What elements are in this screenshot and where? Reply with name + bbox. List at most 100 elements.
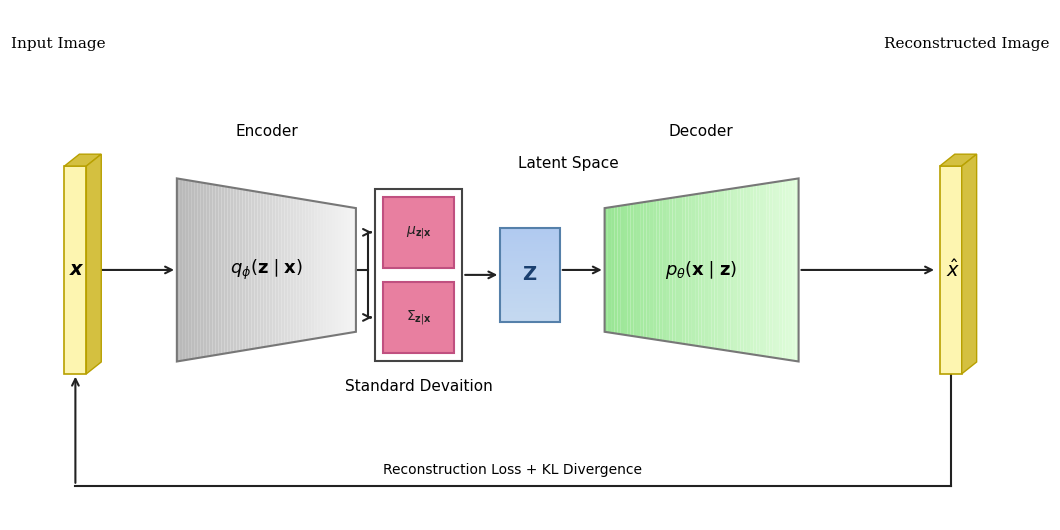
Polygon shape xyxy=(281,196,284,344)
Polygon shape xyxy=(296,198,299,342)
Polygon shape xyxy=(294,198,296,342)
Polygon shape xyxy=(624,205,628,335)
Polygon shape xyxy=(662,199,666,341)
Polygon shape xyxy=(500,249,560,251)
Polygon shape xyxy=(618,206,621,334)
Text: $\boldsymbol{x}$: $\boldsymbol{x}$ xyxy=(70,260,85,279)
Polygon shape xyxy=(628,204,631,335)
Bar xyxy=(500,228,560,322)
Polygon shape xyxy=(500,310,560,313)
Polygon shape xyxy=(714,191,718,349)
Polygon shape xyxy=(500,294,560,296)
Polygon shape xyxy=(86,154,102,374)
Polygon shape xyxy=(225,187,228,354)
Polygon shape xyxy=(332,204,335,335)
Polygon shape xyxy=(195,181,198,358)
Polygon shape xyxy=(785,180,789,360)
Polygon shape xyxy=(754,185,757,355)
Polygon shape xyxy=(604,208,607,332)
Polygon shape xyxy=(730,188,734,351)
Polygon shape xyxy=(611,207,615,333)
Polygon shape xyxy=(615,206,618,334)
Polygon shape xyxy=(666,198,669,342)
Polygon shape xyxy=(500,237,560,240)
Polygon shape xyxy=(656,200,659,340)
Polygon shape xyxy=(210,184,213,356)
Polygon shape xyxy=(323,202,326,337)
Polygon shape xyxy=(299,199,302,341)
Polygon shape xyxy=(500,266,560,268)
Polygon shape xyxy=(261,192,263,348)
Polygon shape xyxy=(686,195,689,344)
Polygon shape xyxy=(724,189,727,350)
Polygon shape xyxy=(326,203,329,337)
Text: Reconstructed Image: Reconstructed Image xyxy=(884,38,1049,51)
Polygon shape xyxy=(335,205,338,335)
Polygon shape xyxy=(500,228,560,230)
Polygon shape xyxy=(757,184,760,356)
Polygon shape xyxy=(766,183,770,357)
Polygon shape xyxy=(500,275,560,277)
Polygon shape xyxy=(500,289,560,292)
Polygon shape xyxy=(500,298,560,301)
Polygon shape xyxy=(631,204,634,336)
Polygon shape xyxy=(353,208,356,332)
Polygon shape xyxy=(500,303,560,305)
Polygon shape xyxy=(500,263,560,266)
Polygon shape xyxy=(186,180,189,360)
Polygon shape xyxy=(338,205,341,335)
Polygon shape xyxy=(290,197,294,343)
Polygon shape xyxy=(500,254,560,256)
Polygon shape xyxy=(789,180,792,360)
Polygon shape xyxy=(347,207,350,333)
Polygon shape xyxy=(702,193,705,347)
Polygon shape xyxy=(236,188,240,351)
Polygon shape xyxy=(500,272,560,275)
Polygon shape xyxy=(500,261,560,263)
Polygon shape xyxy=(643,202,647,338)
Polygon shape xyxy=(65,154,102,166)
Polygon shape xyxy=(263,193,266,347)
Polygon shape xyxy=(254,191,258,349)
Polygon shape xyxy=(500,308,560,310)
Text: $\hat{x}$: $\hat{x}$ xyxy=(946,259,960,281)
Polygon shape xyxy=(233,188,236,352)
Polygon shape xyxy=(500,280,560,282)
Polygon shape xyxy=(251,191,254,349)
Polygon shape xyxy=(940,154,976,166)
Polygon shape xyxy=(763,183,766,357)
Text: $q_{\phi}(\mathbf{z} \mid \mathbf{x})$: $q_{\phi}(\mathbf{z} \mid \mathbf{x})$ xyxy=(230,258,303,282)
Polygon shape xyxy=(500,320,560,322)
Polygon shape xyxy=(500,296,560,298)
Polygon shape xyxy=(500,256,560,259)
Polygon shape xyxy=(795,179,798,361)
Polygon shape xyxy=(284,196,287,343)
Text: Reconstruction Loss + KL Divergence: Reconstruction Loss + KL Divergence xyxy=(383,463,641,477)
Polygon shape xyxy=(213,184,215,356)
Polygon shape xyxy=(500,244,560,246)
Polygon shape xyxy=(708,192,711,348)
Polygon shape xyxy=(961,154,976,374)
Polygon shape xyxy=(500,315,560,317)
Polygon shape xyxy=(228,187,231,353)
Polygon shape xyxy=(679,196,683,343)
Polygon shape xyxy=(500,282,560,284)
Polygon shape xyxy=(182,180,186,360)
Polygon shape xyxy=(747,186,750,354)
Text: Input Image: Input Image xyxy=(11,38,105,51)
Polygon shape xyxy=(500,284,560,287)
Polygon shape xyxy=(500,233,560,235)
Polygon shape xyxy=(695,194,699,346)
Polygon shape xyxy=(669,198,672,342)
Polygon shape xyxy=(672,197,675,343)
Polygon shape xyxy=(276,195,279,345)
Polygon shape xyxy=(500,246,560,249)
Polygon shape xyxy=(192,181,195,359)
Polygon shape xyxy=(180,179,182,361)
Polygon shape xyxy=(272,195,276,346)
Polygon shape xyxy=(248,190,251,350)
Polygon shape xyxy=(500,287,560,289)
Text: Latent Space: Latent Space xyxy=(518,156,619,171)
Bar xyxy=(383,282,455,353)
Polygon shape xyxy=(240,189,243,351)
